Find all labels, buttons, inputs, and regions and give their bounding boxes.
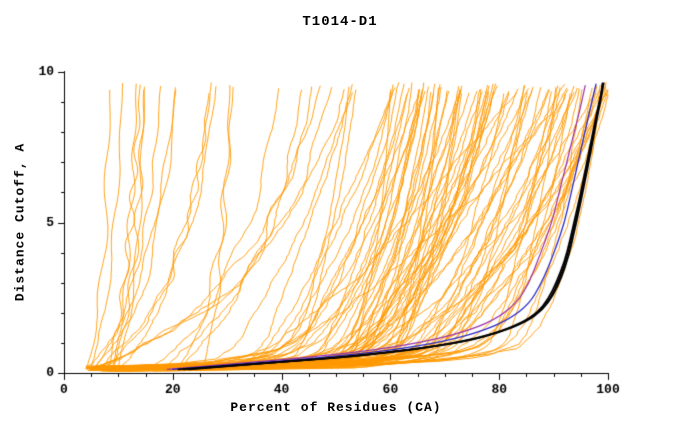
- chart-title: T1014-D1: [302, 14, 378, 30]
- x-axis-label: Percent of Residues (CA): [230, 400, 442, 415]
- y-axis-label: Distance Cutoff, A: [12, 142, 28, 302]
